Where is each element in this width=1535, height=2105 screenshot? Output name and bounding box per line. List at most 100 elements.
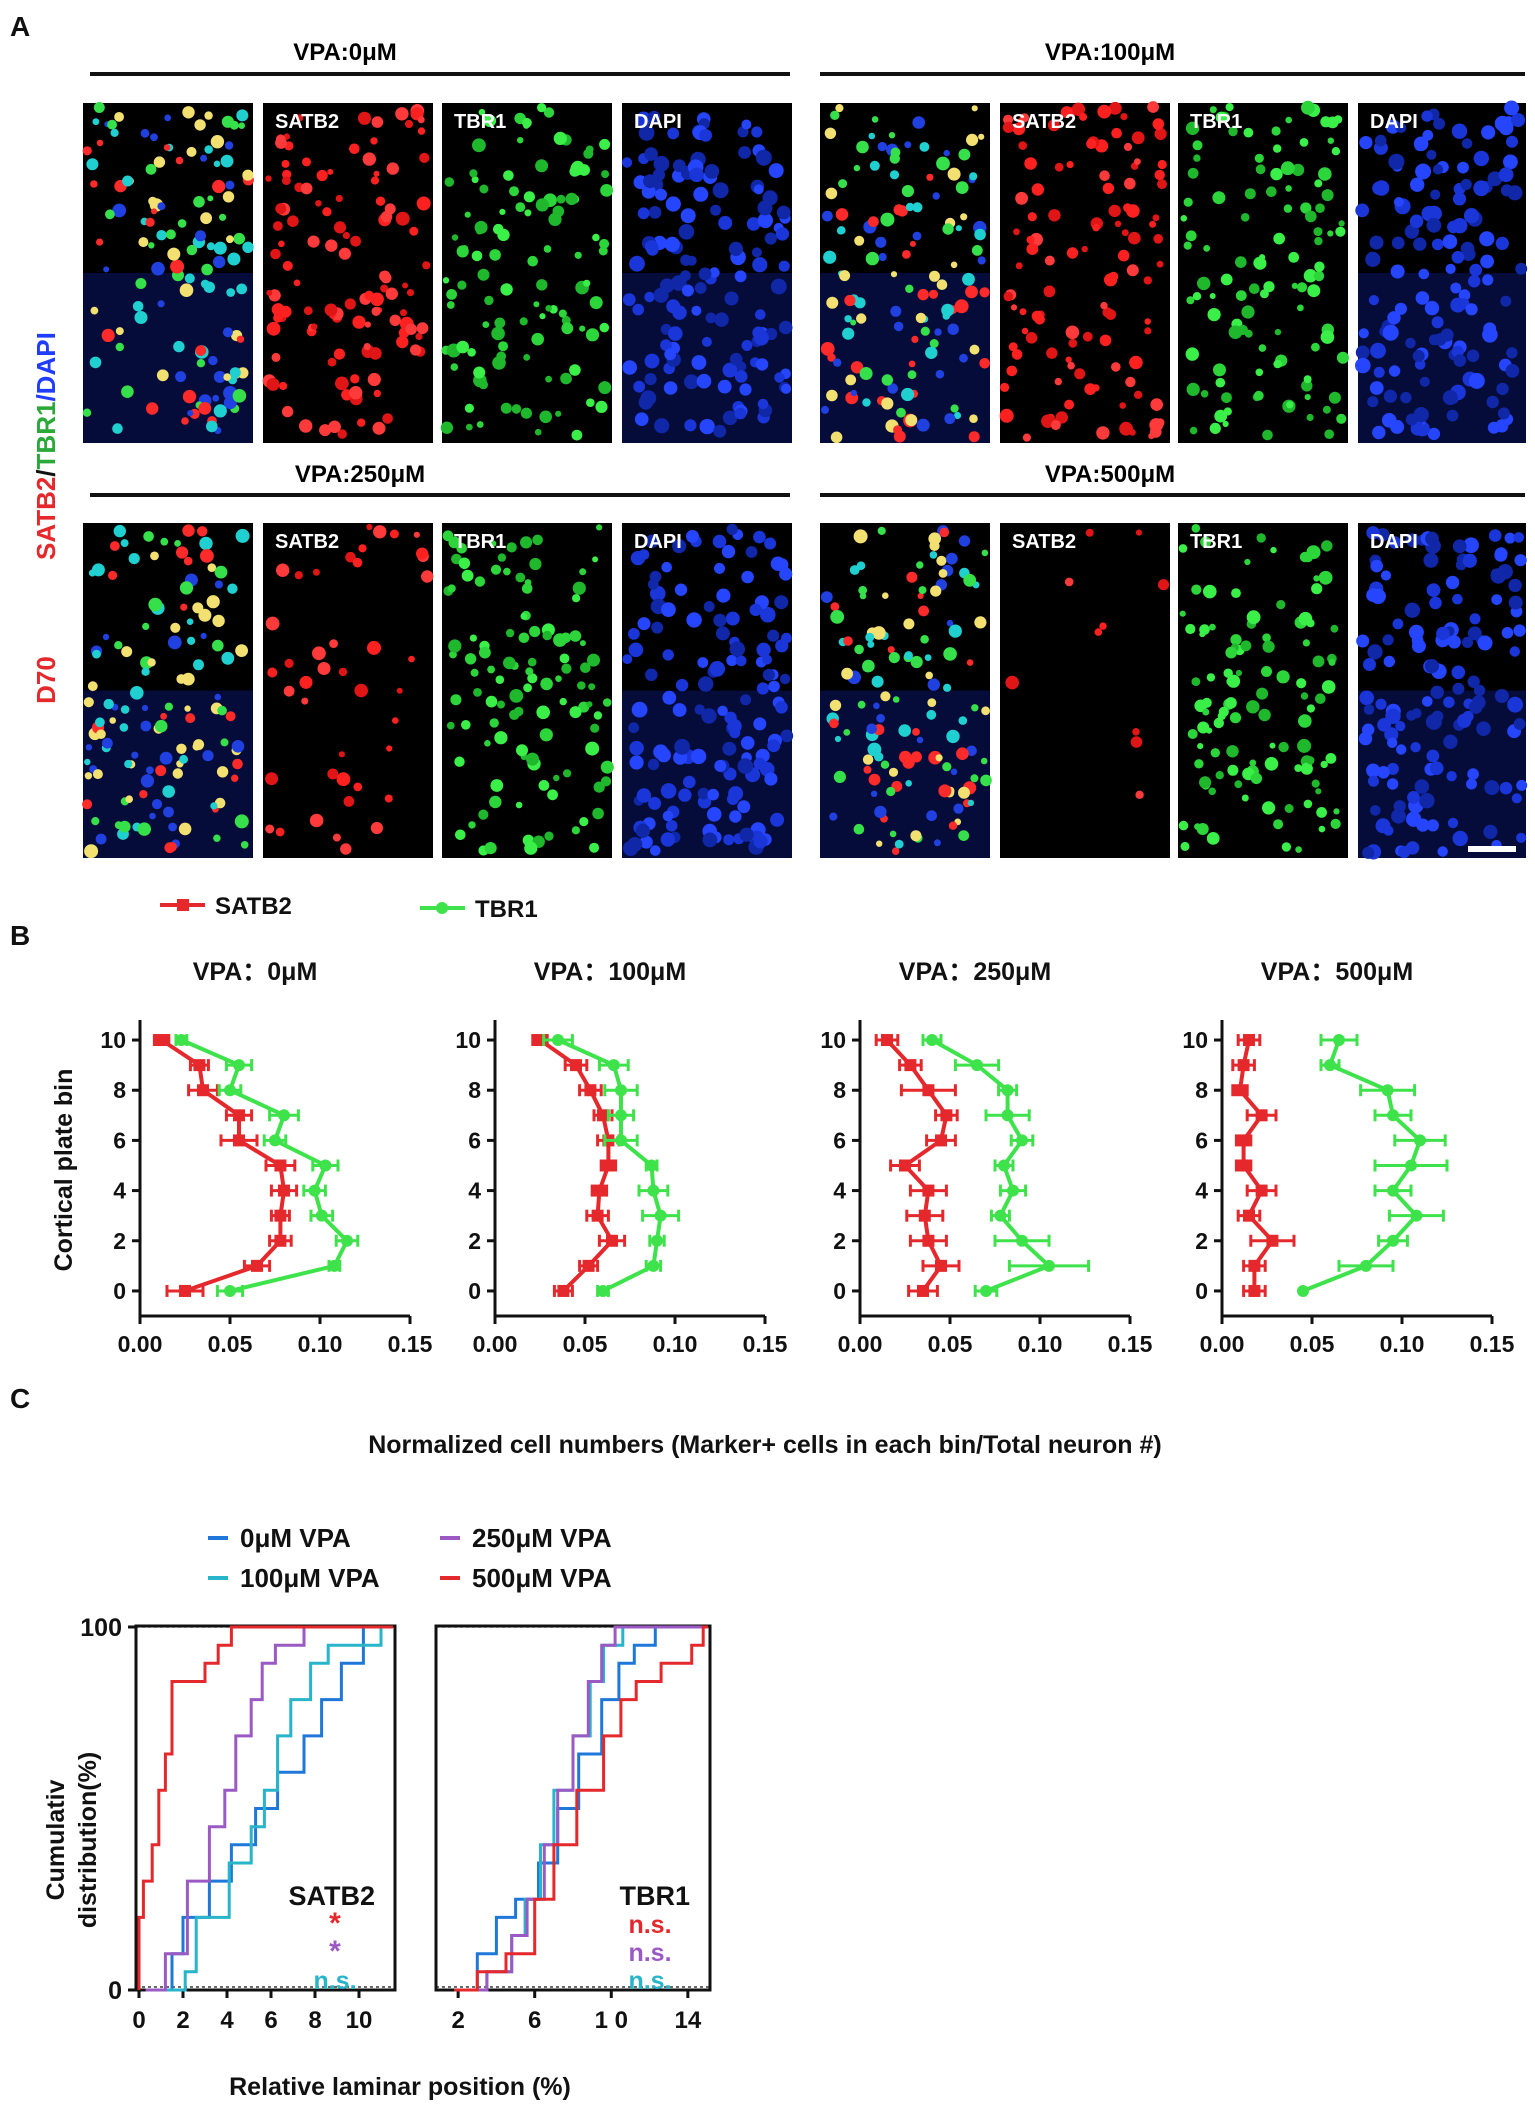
cell-blob — [327, 768, 339, 780]
cell-blob — [225, 180, 235, 190]
cell-blob — [1445, 575, 1460, 590]
cell-blob — [1482, 327, 1498, 343]
data-point — [328, 1259, 341, 1272]
micrograph-2-1: SATB2 — [263, 523, 434, 858]
cell-blob — [829, 699, 842, 712]
micrograph-3-3: DAPI — [1356, 523, 1528, 860]
cell-blob — [1305, 210, 1317, 223]
cell-blob — [644, 147, 658, 161]
cell-blob — [382, 413, 393, 424]
micrograph-cells — [1356, 526, 1528, 860]
cell-blob — [843, 729, 851, 736]
cell-blob — [1460, 178, 1472, 191]
cell-blob — [579, 568, 587, 576]
cell-blob — [1501, 627, 1514, 639]
cell-blob — [235, 528, 250, 543]
data-point — [602, 1159, 615, 1172]
cell-blob — [1027, 212, 1037, 222]
cell-blob — [714, 312, 729, 327]
y-tick-label: 0 — [113, 1278, 126, 1304]
cell-blob — [936, 156, 950, 171]
cell-blob — [1446, 409, 1459, 422]
y-tick-label: 2 — [1195, 1228, 1208, 1254]
cell-blob — [1405, 413, 1418, 426]
cell-blob — [395, 211, 410, 226]
x-tick-label: 0 — [132, 2007, 145, 2034]
cell-blob — [179, 283, 194, 298]
cell-blob — [599, 238, 610, 249]
cell-blob — [1466, 778, 1477, 790]
cell-blob — [271, 352, 281, 362]
data-point — [607, 1059, 620, 1072]
cell-blob — [1467, 675, 1480, 688]
cell-blob — [780, 729, 794, 743]
x-tick-label: 4 — [220, 2007, 234, 2034]
micrograph-channel-label: DAPI — [1370, 531, 1418, 553]
cell-blob — [1150, 398, 1163, 411]
cell-blob — [1218, 706, 1229, 717]
cell-blob — [1396, 744, 1407, 755]
cell-blob — [1355, 357, 1371, 374]
cell-blob — [705, 312, 717, 324]
cell-blob — [1054, 162, 1064, 172]
cell-blob — [740, 694, 752, 706]
cell-blob — [521, 583, 533, 594]
cell-blob — [93, 102, 105, 113]
cell-blob — [450, 363, 459, 371]
cell-blob — [1410, 742, 1421, 753]
cell-blob — [135, 278, 147, 289]
cdf-500μM VPA — [454, 1625, 708, 1992]
cell-blob — [1431, 316, 1444, 329]
group-bar-0 — [90, 72, 790, 76]
cell-blob — [857, 700, 866, 709]
cell-blob — [1005, 675, 1019, 690]
y-tick-label: 10 — [820, 1027, 846, 1053]
data-point — [233, 1059, 245, 1072]
cell-blob — [755, 149, 772, 166]
cell-blob — [1034, 314, 1045, 325]
cell-blob — [176, 743, 187, 754]
cell-blob — [1126, 264, 1139, 277]
cell-blob — [1253, 390, 1264, 401]
cell-blob — [1262, 429, 1273, 441]
cell-blob — [859, 592, 867, 600]
cell-blob — [1314, 179, 1323, 188]
cell-blob — [1207, 308, 1221, 322]
cell-blob — [680, 254, 692, 266]
x-tick-label: 0.15 — [1470, 1331, 1515, 1357]
cell-blob — [1507, 696, 1523, 713]
cell-blob — [279, 381, 288, 391]
cell-blob — [1413, 136, 1429, 152]
cell-blob — [469, 634, 477, 642]
cell-blob — [592, 233, 600, 242]
cell-blob — [1266, 186, 1277, 197]
cell-blob — [1100, 301, 1108, 310]
cell-blob — [335, 194, 343, 203]
cell-blob — [1386, 762, 1399, 775]
micrograph-cells — [265, 523, 434, 855]
data-point — [615, 1109, 627, 1122]
cell-blob — [91, 817, 100, 826]
cell-blob — [1483, 824, 1498, 839]
cell-blob — [210, 135, 225, 149]
data-point — [615, 1134, 627, 1147]
cell-blob — [227, 252, 241, 266]
cell-blob — [113, 524, 127, 538]
cell-blob — [1050, 420, 1061, 431]
cell-blob — [935, 754, 943, 762]
cell-blob — [666, 299, 681, 314]
cell-blob — [1258, 344, 1267, 352]
cell-blob — [1026, 243, 1039, 256]
cell-blob — [1235, 669, 1242, 677]
cell-blob — [969, 414, 978, 424]
cell-blob — [553, 774, 560, 782]
cell-blob — [889, 830, 897, 838]
cell-blob — [517, 137, 524, 144]
cell-blob — [1391, 808, 1406, 824]
cell-blob — [1278, 741, 1289, 753]
cell-blob — [1157, 579, 1170, 591]
cell-blob — [764, 772, 778, 786]
cell-blob — [1064, 399, 1075, 410]
cell-blob — [182, 524, 195, 537]
cell-blob — [1452, 192, 1467, 206]
